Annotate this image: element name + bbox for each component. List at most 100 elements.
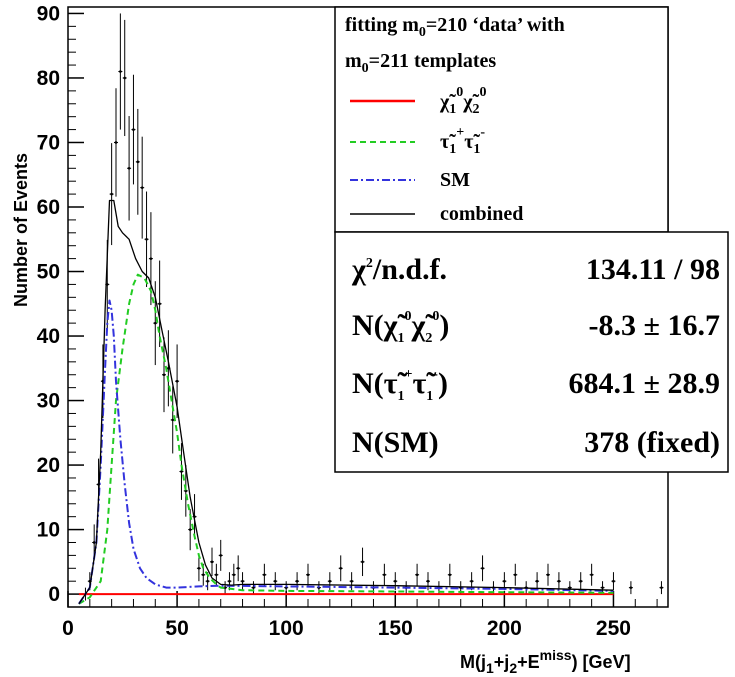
point-marker [215,573,218,577]
point-marker [481,566,484,570]
point-marker [273,579,277,583]
point-marker [568,586,572,589]
point-marker [92,541,96,544]
point-marker [612,579,615,583]
point-marker [119,70,122,73]
y-tick-label: 60 [37,196,60,219]
y-tick-label: 40 [37,325,60,348]
tau-tau-curve [78,273,614,605]
point-marker [197,566,201,570]
point-marker [223,586,227,589]
data-point [227,572,232,591]
legend-label-combined: combined [440,203,523,225]
point-marker [590,573,593,577]
data-point [628,581,633,595]
data-point [262,563,267,586]
legend-label-sm: SM [440,169,470,191]
stat-label-chi2: χ2/n.d.f. [351,253,447,286]
point-marker [123,76,127,80]
point-marker [339,566,343,570]
point-marker [236,566,240,570]
data-point [415,563,420,586]
point-marker [306,573,310,577]
point-marker [470,579,473,583]
data-point [360,547,365,577]
fit-curves [78,199,614,605]
data-point [144,191,149,287]
stat-value-chi2: 134.11 / 98 [586,253,720,286]
data-point [447,563,452,586]
y-tick-label: 0 [48,583,60,606]
point-marker [579,579,583,583]
point-marker [660,586,663,589]
point-marker [175,379,179,383]
point-marker [426,579,430,583]
data-point [210,547,214,577]
y-tick-label: 90 [37,2,60,25]
data-point [251,581,256,595]
data-point [127,116,132,221]
stat-value-n-tau-tau: 684.1 ± 28.9 [569,367,720,400]
x-axis: 0 50 100 150 200 250 [62,591,658,640]
point-marker [535,579,539,583]
combined-curve [78,199,614,605]
point-marker [503,579,506,583]
point-marker [448,573,452,577]
stat-value-n-chi-chi: -8.3 ± 16.7 [589,309,720,342]
data-point [556,572,561,591]
data-point [546,563,550,586]
data-point [578,572,583,591]
y-axis-title: Number of Events [11,153,31,307]
point-marker [180,470,183,473]
stats-box-frame [334,231,729,473]
x-tick-label: 0 [62,617,74,640]
point-marker [219,554,223,557]
point-marker [546,573,550,577]
point-marker [206,579,209,583]
point-marker [513,573,517,577]
data-point [513,563,518,586]
x-tick-label: 200 [487,617,522,640]
point-marker [153,321,157,325]
point-marker [210,560,214,564]
point-marker [110,192,113,196]
y-tick-label: 10 [37,519,60,542]
point-marker [228,579,231,583]
data-point [118,13,123,130]
stats-box: χ2/n.d.f. 134.11 / 98 N(χ̃10χ̃20) -8.3 ±… [334,231,729,473]
legend: fitting m0=210 ‘data’ with m0=211 templa… [334,6,669,233]
data-point [349,572,354,591]
point-marker [158,302,161,306]
data-point [240,572,245,591]
legend-box [334,6,669,233]
x-tick-label: 250 [596,617,631,640]
data-point [338,555,343,582]
point-marker [383,573,386,577]
data-point [236,555,241,582]
point-marker [201,573,205,577]
y-tick-label: 30 [37,390,60,413]
stat-value-n-sm: 378 (fixed) [584,426,720,459]
data-point [157,260,162,347]
data-point [231,563,236,586]
point-marker [295,579,299,583]
data-point [114,88,118,197]
legend-title-1: fitting m0=210 ‘data’ with [345,14,565,40]
point-marker [361,560,364,564]
data-point [480,555,485,582]
data-point [218,539,223,571]
point-marker [263,573,266,577]
data-point [284,581,289,595]
point-marker [188,528,192,531]
point-marker [149,257,153,260]
y-tick-label: 50 [37,261,60,284]
data-point [393,572,398,591]
x-axis-title: M(j1+j2+Emiss) [GeV] [460,647,631,676]
point-marker [232,573,236,577]
point-marker [132,128,135,131]
point-marker [350,579,353,583]
point-marker [557,579,561,583]
y-axis: 0 10 20 30 40 50 60 70 80 90 [37,2,84,606]
point-marker [393,579,397,583]
